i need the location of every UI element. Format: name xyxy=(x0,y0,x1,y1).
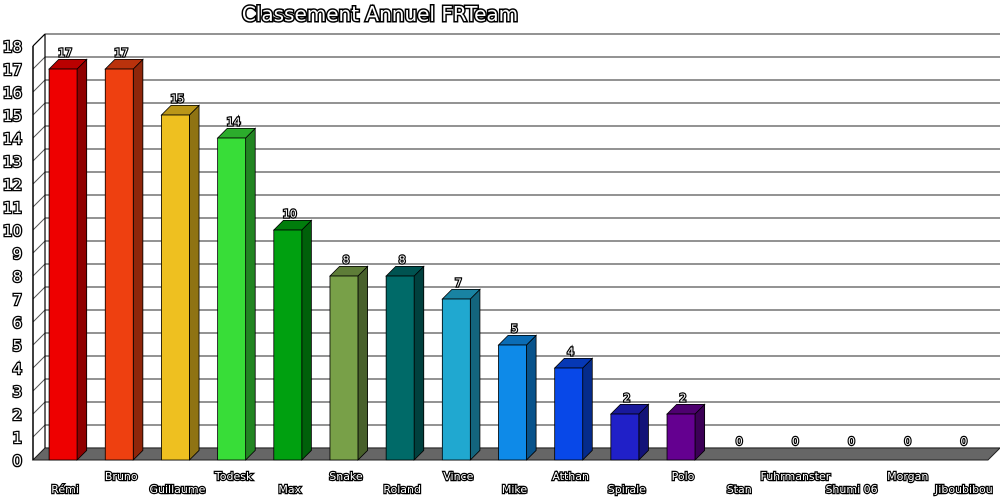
bar xyxy=(609,403,650,461)
bar xyxy=(329,265,369,461)
x-tick-label: Jiboubibou xyxy=(934,483,993,496)
bar-value-label: 4 xyxy=(567,345,574,358)
x-tick-label: Atthan xyxy=(552,470,589,483)
bar xyxy=(48,58,88,461)
y-tick-label: 17 xyxy=(3,61,22,79)
bar xyxy=(160,104,201,461)
y-tick-label: 15 xyxy=(3,107,22,125)
bar-value-label: 5 xyxy=(511,322,518,335)
bar xyxy=(553,357,594,461)
y-tick-label: 13 xyxy=(3,153,22,171)
bar-value-label: 2 xyxy=(623,391,630,404)
bar-value-label: 8 xyxy=(399,253,406,266)
x-tick-label: Morgan xyxy=(887,470,928,483)
y-tick-label: 10 xyxy=(3,222,22,240)
y-tick-label: 1 xyxy=(12,429,22,447)
y-tick-label: 3 xyxy=(12,383,22,401)
bar-value-label: 0 xyxy=(904,435,911,448)
bars xyxy=(48,58,706,461)
y-tick-label: 0 xyxy=(12,452,22,470)
y-tick-label: 5 xyxy=(12,337,22,355)
x-tick-label: Max xyxy=(278,483,301,496)
y-tick-label: 6 xyxy=(12,314,22,332)
y-tick-label: 8 xyxy=(12,268,22,286)
x-tick-label: Guillaume xyxy=(150,483,206,496)
x-tick-label: Roland xyxy=(383,483,421,496)
bar-value-label: 10 xyxy=(283,207,297,220)
x-tick-label: Polo xyxy=(672,470,695,483)
y-tick-label: 18 xyxy=(3,38,22,56)
y-tick-label: 7 xyxy=(12,291,22,309)
bar-value-label: 14 xyxy=(227,115,241,128)
bar xyxy=(666,403,706,461)
bar xyxy=(272,219,313,461)
x-tick-label: Spirale xyxy=(608,483,646,496)
x-tick-label: Todesk xyxy=(214,470,253,483)
chart-title: Classement Annuel FRTeam xyxy=(242,2,518,26)
y-tick-label: 14 xyxy=(3,130,22,148)
x-tick-label: Bruno xyxy=(105,470,138,483)
x-tick-label: Stan xyxy=(727,483,752,496)
bar-value-label: 2 xyxy=(680,391,687,404)
bar xyxy=(441,288,481,461)
x-tick-label: Fuhrmanster xyxy=(760,470,830,483)
bar-value-label: 8 xyxy=(342,253,349,266)
x-tick-label: Snake xyxy=(329,470,363,483)
bar-value-label: 17 xyxy=(114,46,128,59)
bar-value-label: 17 xyxy=(58,46,72,59)
x-tick-label: Rémi xyxy=(51,483,79,496)
y-tick-label: 11 xyxy=(3,199,22,217)
y-tick-label: 16 xyxy=(3,84,22,102)
x-tick-label: Shumi 06 xyxy=(825,483,877,496)
bar-value-label: 0 xyxy=(960,435,967,448)
y-tick-label: 9 xyxy=(12,245,22,263)
bar-value-label: 15 xyxy=(170,92,184,105)
bar-value-label: 0 xyxy=(848,435,855,448)
y-tick-label: 2 xyxy=(12,406,22,424)
bar xyxy=(216,127,257,461)
bar xyxy=(104,58,144,461)
bar xyxy=(385,265,425,461)
x-tick-label: Vince xyxy=(443,470,473,483)
y-tick-label: 12 xyxy=(3,176,22,194)
bar-value-label: 0 xyxy=(792,435,799,448)
bar-value-label: 7 xyxy=(455,276,462,289)
x-tick-label: Mike xyxy=(502,483,528,496)
y-tick-label: 4 xyxy=(12,360,22,378)
bar-value-label: 0 xyxy=(736,435,743,448)
bar xyxy=(497,334,538,461)
